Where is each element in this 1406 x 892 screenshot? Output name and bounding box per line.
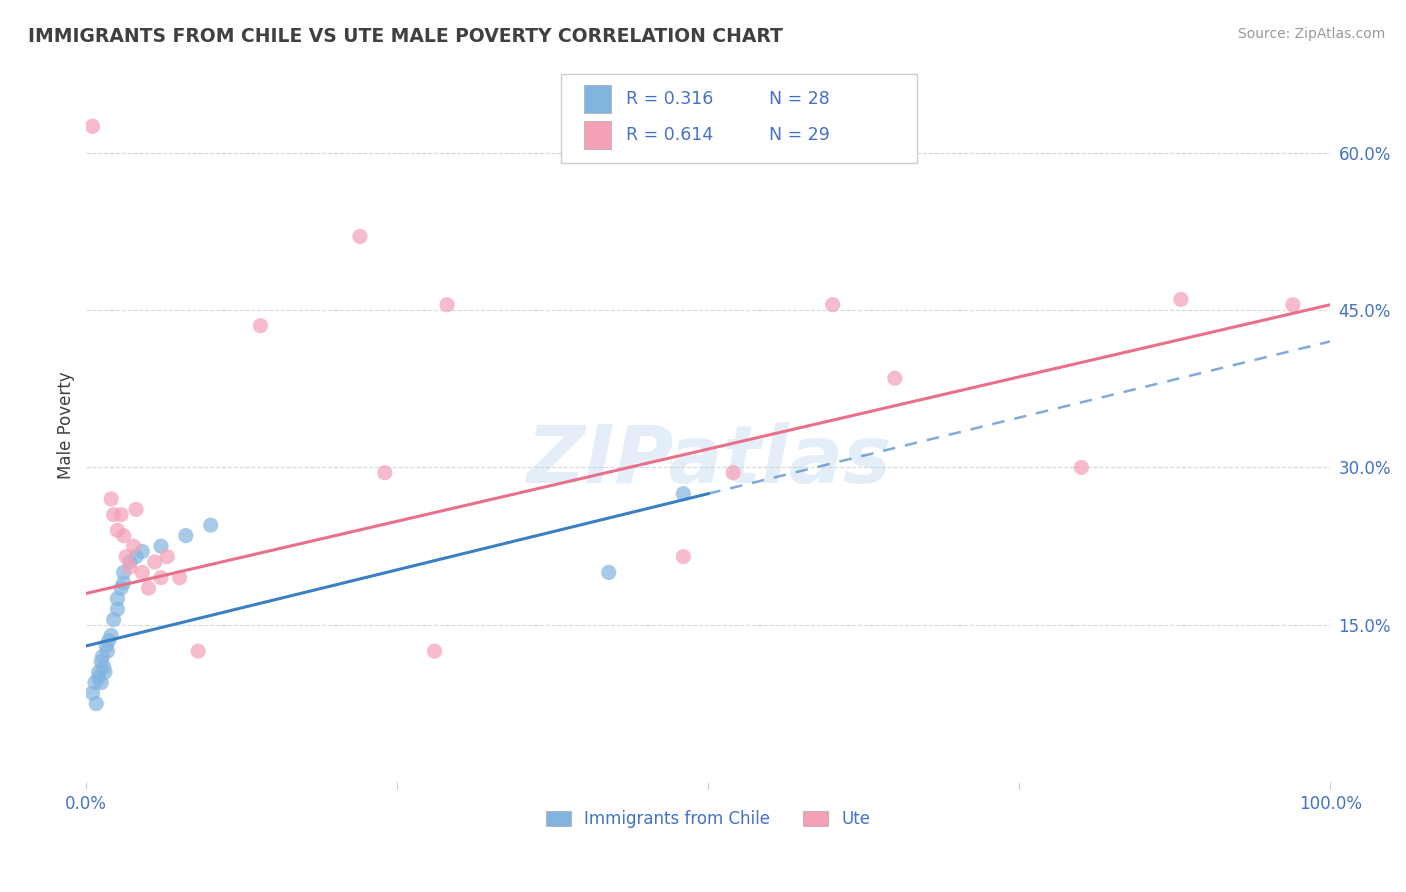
Point: [249, 318, 271, 333]
Point: [84, 697, 107, 711]
Point: [169, 571, 191, 585]
Point: [143, 555, 166, 569]
Point: [105, 524, 128, 538]
Point: [82, 120, 104, 134]
Point: [672, 549, 695, 564]
Point: [187, 644, 209, 658]
Text: ZIPatlas: ZIPatlas: [526, 422, 891, 500]
Point: [125, 502, 148, 516]
Point: [436, 298, 458, 312]
Point: [103, 613, 125, 627]
FancyBboxPatch shape: [583, 120, 612, 149]
FancyBboxPatch shape: [583, 85, 612, 113]
Point: [149, 539, 172, 553]
Legend: Immigrants from Chile, Ute: Immigrants from Chile, Ute: [538, 804, 877, 835]
Point: [349, 229, 371, 244]
Point: [1170, 293, 1192, 307]
Point: [1282, 298, 1305, 312]
Point: [112, 566, 135, 580]
Point: [200, 518, 222, 533]
Point: [125, 549, 148, 564]
Text: R = 0.316: R = 0.316: [626, 90, 713, 108]
Point: [821, 298, 844, 312]
Point: [84, 675, 107, 690]
Text: N = 29: N = 29: [769, 126, 830, 144]
Point: [374, 466, 396, 480]
Text: IMMIGRANTS FROM CHILE VS UTE MALE POVERTY CORRELATION CHART: IMMIGRANTS FROM CHILE VS UTE MALE POVERT…: [28, 27, 783, 45]
Point: [598, 566, 620, 580]
Point: [131, 544, 153, 558]
Point: [87, 670, 110, 684]
Point: [112, 575, 135, 590]
Point: [672, 486, 695, 500]
Text: Source: ZipAtlas.com: Source: ZipAtlas.com: [1237, 27, 1385, 41]
Point: [122, 539, 145, 553]
Point: [1070, 460, 1092, 475]
Point: [100, 491, 122, 506]
FancyBboxPatch shape: [561, 73, 917, 163]
Point: [100, 628, 122, 642]
Y-axis label: Male Poverty: Male Poverty: [58, 372, 75, 479]
Text: N = 28: N = 28: [769, 90, 830, 108]
Point: [93, 660, 115, 674]
Point: [118, 560, 141, 574]
Point: [883, 371, 905, 385]
Point: [721, 466, 744, 480]
Point: [97, 633, 120, 648]
Point: [90, 675, 112, 690]
Point: [131, 566, 153, 580]
Point: [103, 508, 125, 522]
Point: [423, 644, 446, 658]
Point: [110, 508, 132, 522]
Point: [94, 665, 117, 680]
Text: R = 0.614: R = 0.614: [626, 126, 713, 144]
Point: [87, 665, 110, 680]
Point: [82, 686, 104, 700]
Point: [149, 571, 172, 585]
Point: [115, 549, 138, 564]
Point: [90, 655, 112, 669]
Point: [156, 549, 179, 564]
Point: [91, 649, 114, 664]
Point: [138, 581, 160, 595]
Point: [118, 555, 141, 569]
Point: [110, 581, 132, 595]
Point: [112, 529, 135, 543]
Point: [105, 591, 128, 606]
Point: [96, 639, 118, 653]
Point: [105, 602, 128, 616]
Point: [96, 644, 118, 658]
Point: [174, 529, 197, 543]
